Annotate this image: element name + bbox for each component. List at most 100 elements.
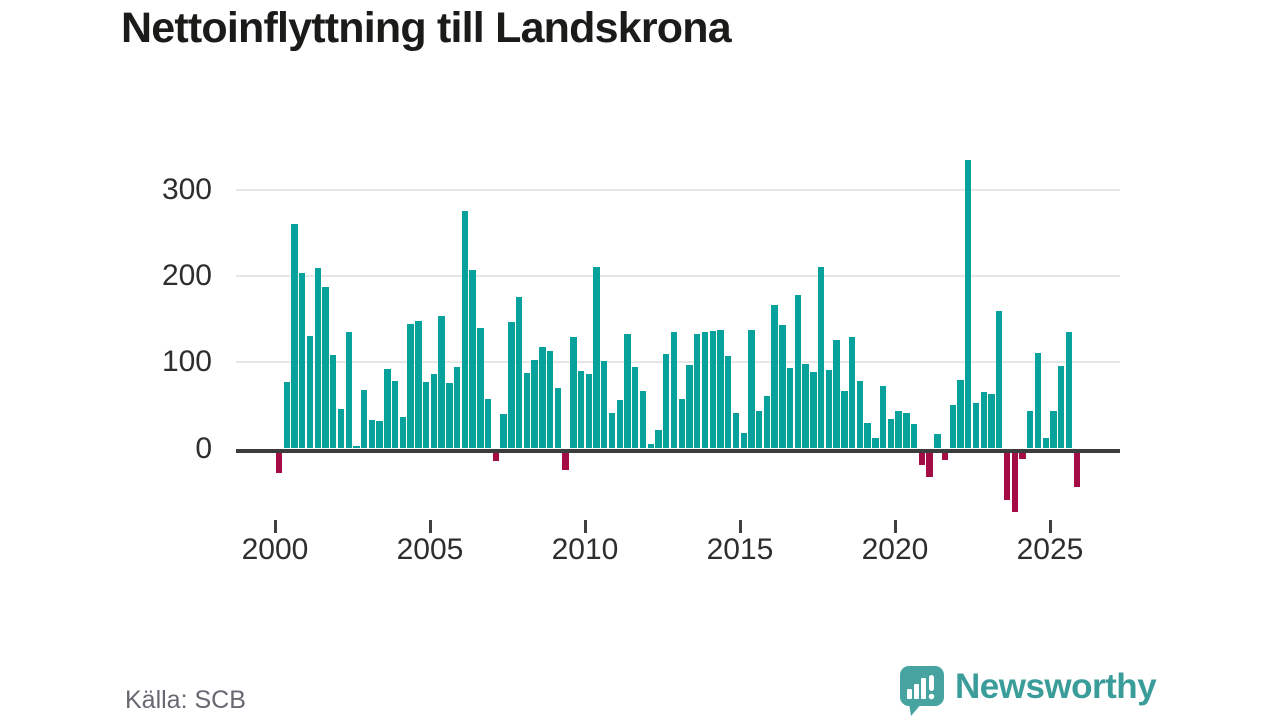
gridline-y-100 xyxy=(236,361,1120,364)
bar-q8 xyxy=(337,408,345,449)
x-axis-zero-line xyxy=(236,448,1120,453)
bar-q61 xyxy=(748,329,755,449)
bar-q65 xyxy=(779,325,786,449)
bar-q21 xyxy=(438,315,445,449)
bar-q17 xyxy=(407,323,414,449)
bar-q2 xyxy=(291,224,298,449)
bar-q28 xyxy=(492,452,500,461)
bar-q56 xyxy=(709,331,716,449)
bar-q22 xyxy=(446,382,453,449)
bar-q78 xyxy=(879,386,887,449)
bar-q0 xyxy=(275,452,283,473)
bar-q13 xyxy=(376,420,383,449)
bar-q60 xyxy=(740,432,747,449)
bar-q5 xyxy=(314,268,321,449)
bar-q103 xyxy=(1073,452,1080,488)
x-tick-2025 xyxy=(1048,520,1052,533)
bar-q24 xyxy=(461,211,469,449)
x-axis-label-2025: 2025 xyxy=(1016,533,1084,566)
bar-q97 xyxy=(1027,411,1034,449)
bar-q98 xyxy=(1034,352,1042,449)
bar-q9 xyxy=(345,332,352,449)
bar-q4 xyxy=(306,335,314,449)
bar-q47 xyxy=(639,390,647,449)
bar-q44 xyxy=(616,400,623,449)
bar-q54 xyxy=(694,333,701,449)
bar-q18 xyxy=(415,320,422,449)
bar-q38 xyxy=(570,337,577,449)
bar-q53 xyxy=(686,364,693,449)
y-axis-label-200: 200 xyxy=(161,259,212,293)
bar-q45 xyxy=(624,333,631,449)
bar-q37 xyxy=(562,452,569,471)
bar-q7 xyxy=(330,354,337,449)
bar-q100 xyxy=(1050,411,1057,449)
bar-q14 xyxy=(384,369,391,449)
bar-q77 xyxy=(872,438,879,449)
bar-q59 xyxy=(732,413,740,449)
x-axis-label-2020: 2020 xyxy=(861,533,929,566)
bar-q15 xyxy=(391,381,399,449)
bar-q76 xyxy=(864,422,871,449)
bar-q66 xyxy=(786,368,794,449)
bar-q58 xyxy=(725,356,732,449)
gridline-y-300 xyxy=(236,188,1120,191)
bar-q43 xyxy=(608,413,616,449)
bar-q57 xyxy=(717,329,724,449)
newsworthy-logo-text: Newsworthy xyxy=(955,667,1157,706)
bar-q29 xyxy=(500,414,507,449)
bar-q92 xyxy=(988,394,995,449)
bar-q71 xyxy=(825,370,833,449)
bar-q87 xyxy=(949,405,956,449)
x-tick-2015 xyxy=(738,520,742,533)
bar-q12 xyxy=(368,420,376,449)
bar-q95 xyxy=(1011,452,1018,513)
bar-q88 xyxy=(957,380,964,449)
bar-q25 xyxy=(469,270,476,449)
bar-q73 xyxy=(841,390,848,449)
bar-q11 xyxy=(360,389,368,449)
bar-q6 xyxy=(322,287,329,449)
x-tick-2010 xyxy=(583,520,587,533)
bar-q89 xyxy=(965,159,972,449)
bar-q27 xyxy=(484,399,492,449)
x-axis-label-2015: 2015 xyxy=(706,533,774,566)
bar-q83 xyxy=(918,452,926,465)
bar-q52 xyxy=(678,399,685,449)
bar-q23 xyxy=(453,367,461,449)
bar-q16 xyxy=(399,416,407,449)
bar-q42 xyxy=(601,360,608,449)
bar-q74 xyxy=(848,337,856,449)
bar-q101 xyxy=(1058,365,1065,449)
bar-q99 xyxy=(1042,438,1049,449)
bar-q68 xyxy=(802,364,809,449)
bar-q82 xyxy=(910,423,918,449)
bar-q39 xyxy=(577,370,585,449)
bar-q81 xyxy=(903,413,910,449)
x-tick-2000 xyxy=(273,520,277,533)
bar-q33 xyxy=(531,359,538,449)
source-label: Källa: SCB xyxy=(125,686,246,714)
y-axis-label-100: 100 xyxy=(161,345,212,379)
x-axis-label-2000: 2000 xyxy=(241,533,309,566)
x-tick-2005 xyxy=(428,520,432,533)
bar-q10 xyxy=(353,445,360,449)
bar-q102 xyxy=(1065,332,1073,449)
gridline-y-200 xyxy=(236,275,1120,278)
bar-q85 xyxy=(934,433,941,449)
bar-q79 xyxy=(887,419,895,449)
y-axis-label-0: 0 xyxy=(195,431,212,465)
bar-q40 xyxy=(585,374,592,449)
bar-q31 xyxy=(515,296,523,449)
x-axis-label-2010: 2010 xyxy=(551,533,619,566)
bar-q80 xyxy=(895,411,902,449)
x-tick-2020 xyxy=(893,520,897,533)
bar-q67 xyxy=(794,295,802,449)
bar-q34 xyxy=(539,346,546,449)
bar-q75 xyxy=(856,381,864,449)
x-axis-label-2005: 2005 xyxy=(396,533,464,566)
bar-q41 xyxy=(593,267,600,449)
bar-q3 xyxy=(299,272,306,449)
bar-q90 xyxy=(972,402,980,449)
